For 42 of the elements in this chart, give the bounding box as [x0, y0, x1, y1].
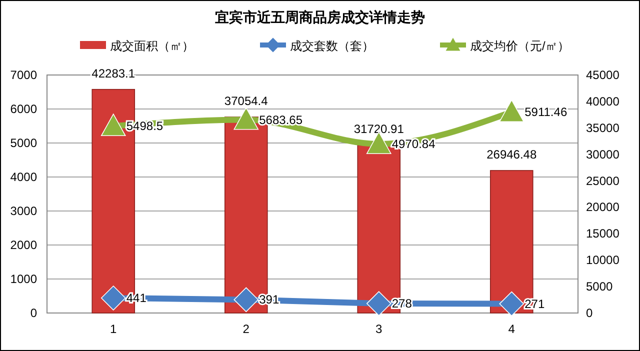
x-tick-label: 3 — [376, 322, 383, 336]
y2-tick-label: 40000 — [586, 94, 620, 108]
data-label: 42283.1 — [92, 66, 136, 80]
y-tick-label: 1000 — [10, 272, 38, 286]
y2-tick-label: 5000 — [586, 280, 614, 294]
point — [499, 291, 524, 316]
y2-tick-label: 15000 — [586, 226, 620, 241]
x-tick-label: 1 — [110, 322, 118, 336]
legend-label: 成交面积（㎡） — [110, 39, 194, 53]
point — [234, 287, 259, 312]
point — [100, 114, 126, 136]
data-label: 4970.84 — [392, 136, 436, 151]
data-label: 31720.91 — [354, 122, 404, 136]
y-tick-label: 7000 — [10, 68, 38, 82]
data-label: 391 — [259, 292, 280, 307]
data-label: 26946.48 — [486, 147, 537, 162]
data-label: 37054.4 — [224, 94, 268, 108]
y2-tick-label: 30000 — [586, 147, 620, 162]
y2-tick-label: 10000 — [586, 253, 620, 268]
legend-label: 成交均价（元/㎡） — [470, 39, 570, 53]
x-tick-label: 2 — [242, 322, 250, 336]
x-tick-label: 4 — [508, 322, 516, 336]
y2-tick-label: 35000 — [586, 120, 620, 135]
y2-tick-label: 20000 — [586, 200, 620, 214]
y-tick-label: 5000 — [10, 136, 38, 150]
data-label: 5911.46 — [524, 105, 568, 120]
y-tick-label: 6000 — [10, 102, 38, 116]
point — [234, 107, 259, 130]
y-tick-label: 0 — [30, 306, 38, 320]
y2-tick-label: 0 — [586, 306, 593, 320]
point — [499, 100, 524, 122]
point — [100, 286, 126, 310]
point — [366, 132, 392, 154]
y-tick-label: 2000 — [10, 238, 38, 252]
point — [366, 291, 392, 316]
y-tick-label: 3000 — [10, 204, 38, 218]
y-tick-label: 4000 — [10, 170, 38, 184]
y2-tick-label: 25000 — [586, 174, 620, 188]
legend-label: 成交套数（套） — [290, 39, 374, 53]
y2-tick-label: 45000 — [586, 68, 620, 82]
data-label: 441 — [126, 291, 147, 306]
chart-title: 宜宾市近五周商品房成交详情走势 — [215, 9, 425, 25]
